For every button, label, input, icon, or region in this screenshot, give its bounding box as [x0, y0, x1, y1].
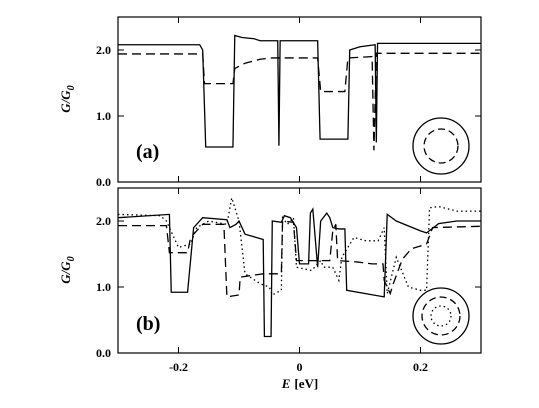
- panel-b: 0.0 1.0 2.0 -0.2 0 0.2 G/G0 E [eV] (b): [58, 187, 482, 391]
- outer-shell-ring: [412, 287, 470, 345]
- panel-b-ytick-label-2: 2.0: [96, 214, 111, 228]
- panel-b-xtick-label-0: -0.2: [169, 360, 188, 374]
- panel-a-ytick-labels: 0.0 1.0 2.0: [96, 43, 111, 189]
- panel-a-ticks: [118, 17, 481, 183]
- panel-b-ytick-label-1: 1.0: [96, 280, 111, 294]
- panel-b-xtick-label-1: 0: [297, 360, 303, 374]
- panel-a-series-layer: [118, 34, 481, 151]
- x-axis-label: E [eV]: [281, 376, 319, 391]
- panel-a-ytick-label-0: 0.0: [96, 175, 111, 189]
- middle-shell-ring: [421, 296, 461, 336]
- panel-a-frame: [117, 16, 482, 183]
- panel-a: 0.0 1.0 2.0 G/G0 (a): [58, 16, 482, 189]
- panel-b-label: (b): [136, 313, 160, 335]
- three-shell-inset: [412, 287, 470, 345]
- panel-a-series-solid: [118, 34, 481, 148]
- panel-b-ytick-labels: 0.0 1.0 2.0: [96, 214, 111, 360]
- panel-b-ticks: [118, 188, 481, 354]
- panel-a-ylabel: G/G0: [58, 85, 77, 112]
- panel-b-series-dashed: [118, 220, 482, 298]
- outer-shell-ring: [412, 117, 470, 175]
- two-shell-inset: [412, 117, 470, 175]
- panel-b-series-layer: [117, 197, 482, 338]
- panel-b-series-solid: [117, 207, 481, 338]
- inner-shell-ring: [430, 305, 452, 327]
- panel-a-ytick-label-2: 2.0: [96, 43, 111, 57]
- panel-b-xtick-labels: -0.2 0 0.2: [169, 360, 428, 374]
- panel-a-label: (a): [136, 141, 159, 163]
- inner-shell-ring: [423, 128, 459, 164]
- panel-a-series-dashed: [118, 52, 481, 151]
- panel-a-ytick-label-1: 1.0: [96, 109, 111, 123]
- panel-b-ylabel: G/G0: [58, 256, 77, 283]
- panel-b-xtick-label-2: 0.2: [413, 360, 428, 374]
- panel-b-series-dotted: [117, 197, 481, 296]
- panel-b-ytick-label-0: 0.0: [96, 346, 111, 360]
